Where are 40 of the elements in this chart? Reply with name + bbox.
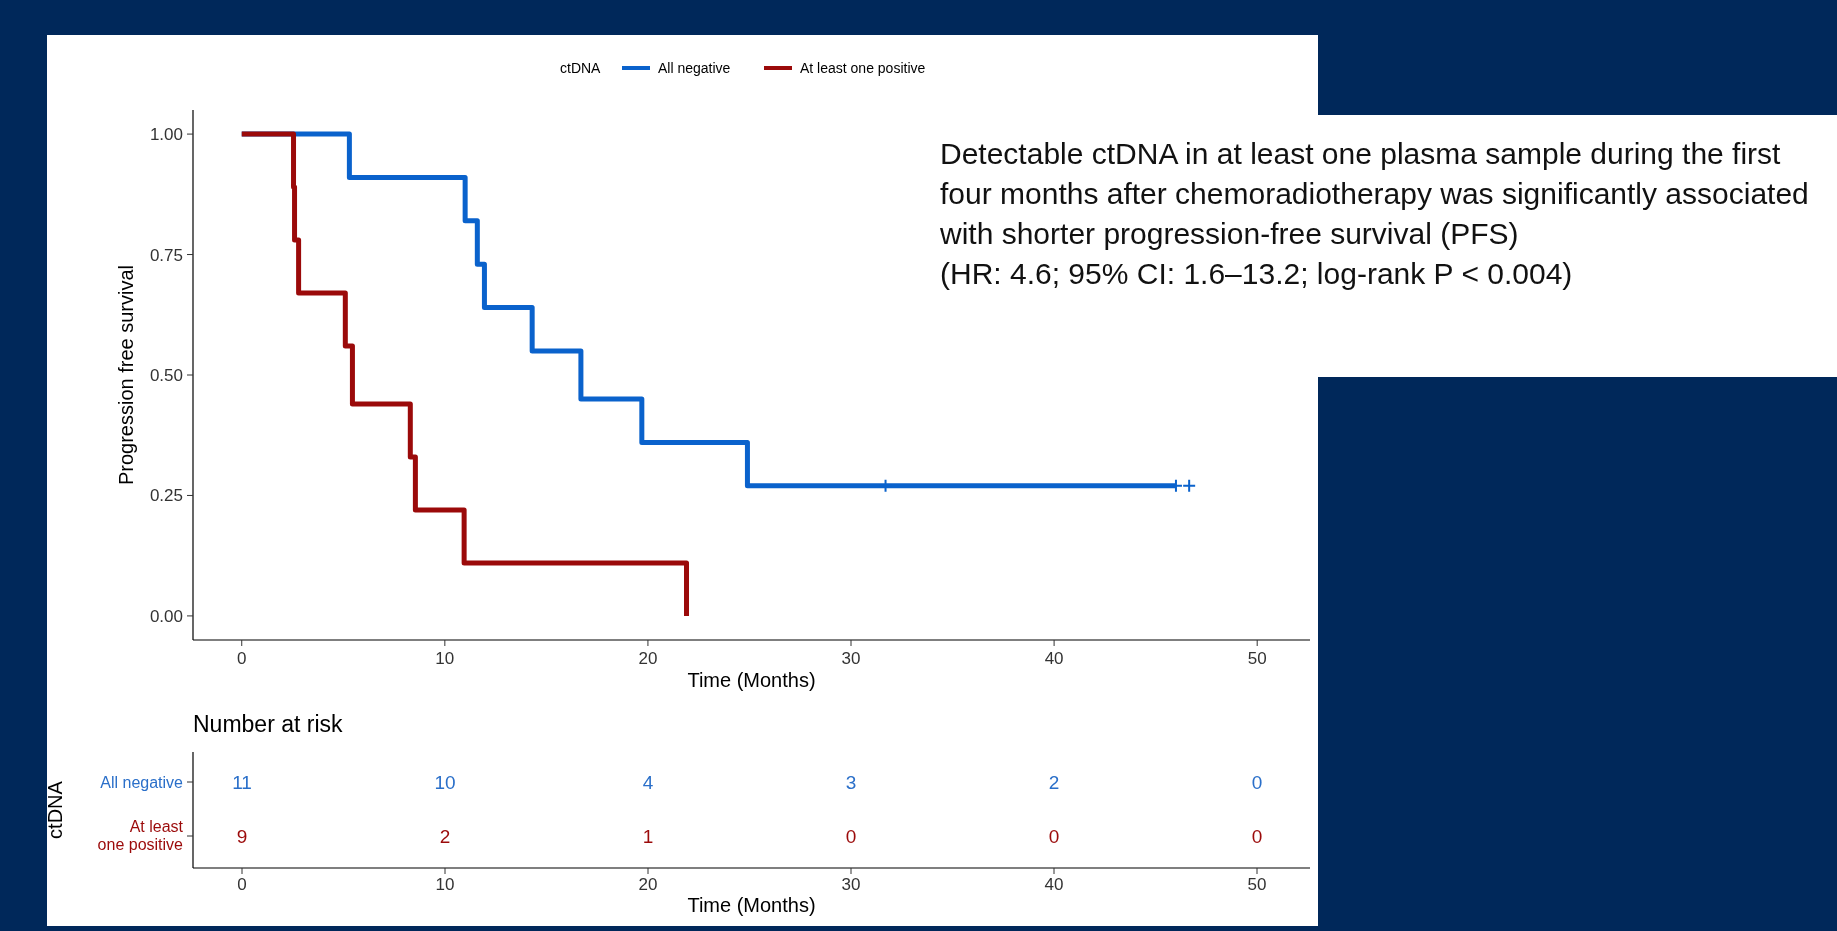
x-tick-label: 50 xyxy=(1247,875,1267,894)
y-axis-title: Progression free survival xyxy=(115,264,137,486)
legend-title: ctDNA xyxy=(560,60,602,76)
data-label: 0 xyxy=(1048,826,1060,847)
x-tick-label: 40 xyxy=(1044,875,1064,894)
x-tick-label: 10 xyxy=(435,875,455,894)
data-label: 0 xyxy=(1251,826,1263,847)
y-tick-label: All negative xyxy=(100,774,184,791)
annotation: Detectable ctDNA in at least one plasma sample during the first four months after chemoradiotherapy was significantly associated with shorter progression-free survival (PFS) (HR: 4.6; 95% CI: 1.6–13.2; log-rank P < 0.004) xyxy=(939,136,1810,292)
x-tick-label: 30 xyxy=(841,649,861,668)
data-label: 10 xyxy=(434,772,456,793)
x-axis-title: Time (Months) xyxy=(687,894,816,916)
y-tick-label: At least one positive xyxy=(97,818,184,853)
data-label: 2 xyxy=(1048,772,1060,793)
y-axis-title: ctDNA xyxy=(44,780,66,839)
y-tick-label: 0.00 xyxy=(149,606,183,626)
data-label: 9 xyxy=(236,826,248,847)
legend-label: All negative xyxy=(658,60,731,76)
data-label: 2 xyxy=(439,826,451,847)
y-tick-label: 0.75 xyxy=(149,245,183,265)
data-label: 4 xyxy=(642,772,654,793)
legend-label: At least one positive xyxy=(800,60,926,76)
y-tick-label: 0.50 xyxy=(149,366,183,385)
x-tick-label: 30 xyxy=(841,875,861,894)
y-tick-label: 1.00 xyxy=(149,125,183,145)
x-tick-label: 20 xyxy=(638,875,658,894)
chart-title: Number at risk xyxy=(193,711,344,737)
x-tick-label: 0 xyxy=(237,649,247,668)
data-label: 0 xyxy=(1251,772,1263,793)
data-label: 1 xyxy=(642,826,654,847)
x-tick-label: 10 xyxy=(435,649,455,668)
data-label: 0 xyxy=(845,826,857,847)
data-label: 3 xyxy=(845,772,857,793)
x-tick-label: 40 xyxy=(1044,649,1064,668)
data-label: 11 xyxy=(232,772,252,793)
x-tick-label: 50 xyxy=(1247,649,1267,668)
x-axis-title: Time (Months) xyxy=(687,669,816,691)
y-tick-label: 0.25 xyxy=(149,486,183,506)
x-tick-label: 0 xyxy=(237,875,247,894)
x-tick-label: 20 xyxy=(638,649,658,668)
